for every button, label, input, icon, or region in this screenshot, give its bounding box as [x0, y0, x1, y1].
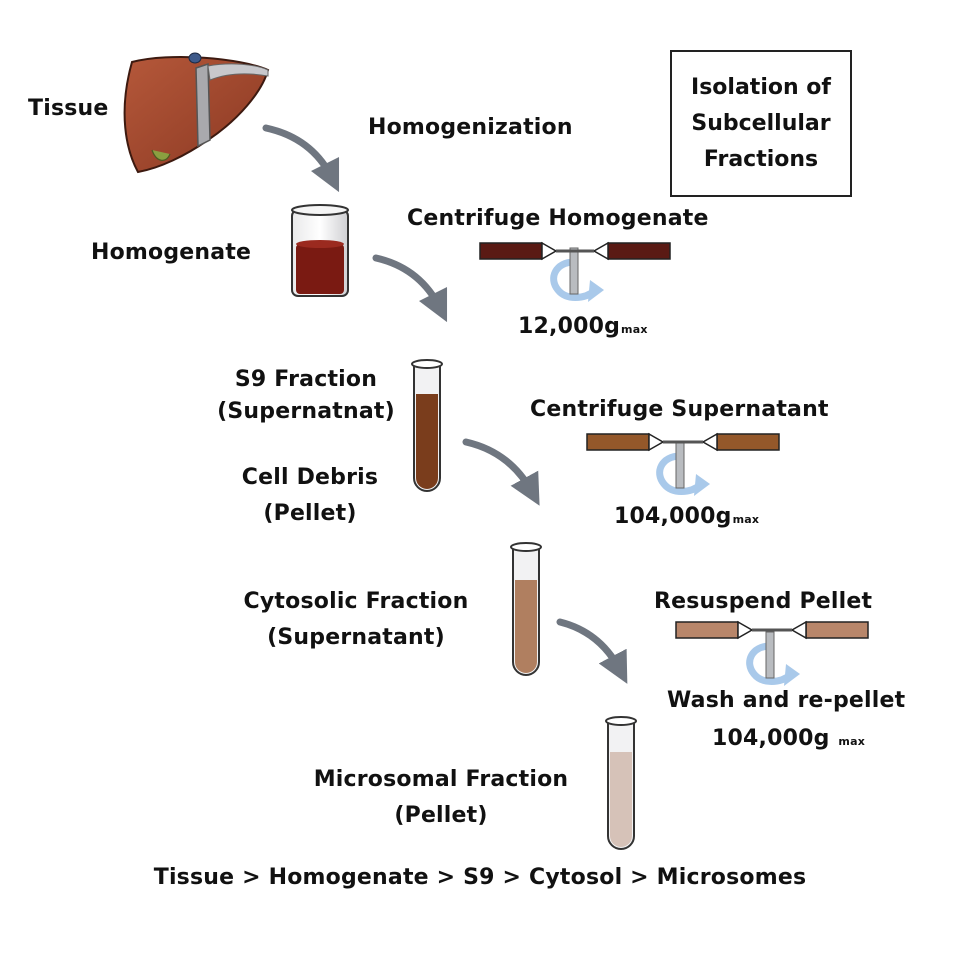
- flow-arrows: [262, 124, 628, 684]
- tissue-label: Tissue: [28, 96, 109, 121]
- cell-debris-line-2: (Pellet): [263, 501, 357, 526]
- homogenate-label: Homogenate: [91, 240, 252, 265]
- test-tube-s9-icon: [411, 359, 443, 492]
- step3-label: Resuspend Pellet: [654, 589, 873, 614]
- cell-debris-line-1: Cell Debris: [241, 465, 379, 490]
- s9-fraction-line-1: S9 Fraction: [234, 367, 378, 392]
- test-tube-microsomes-icon: [605, 716, 637, 850]
- liver-icon: [123, 52, 270, 174]
- test-tube-cytosol-icon: [510, 542, 542, 676]
- step2-speed: 104,000gmax: [614, 506, 759, 528]
- homogenization-label: Homogenization: [368, 115, 573, 140]
- arrow-homogenate-to-s9: [372, 254, 448, 323]
- microsomal-fraction-label: Microsomal Fraction (Pellet): [300, 762, 582, 834]
- cytosolic-fraction-line-2: (Supernatant): [267, 625, 445, 650]
- centrifuge-rotor-3-icon: [675, 620, 869, 686]
- summary-line: Tissue > Homogenate > S9 > Cytosol > Mic…: [153, 865, 807, 890]
- step1-label: Centrifuge Homogenate: [407, 206, 709, 231]
- title-line-3: Fractions: [703, 146, 819, 172]
- cytosolic-fraction-line-1: Cytosolic Fraction: [243, 589, 469, 614]
- title-line-2: Subcellular: [691, 110, 831, 136]
- step2-speed-unit: max: [732, 513, 760, 526]
- s9-fraction-label: S9 Fraction (Supernatnat): [214, 364, 398, 428]
- step3-speed-value: 104,000g: [712, 726, 830, 751]
- cytosolic-fraction-label: Cytosolic Fraction (Supernatant): [236, 584, 476, 656]
- step3-label-2: Wash and re-pellet: [667, 688, 906, 713]
- arrow-tissue-to-homogenate: [262, 124, 340, 193]
- arrow-cytosol-to-microsomes: [556, 618, 628, 684]
- step1-speed: 12,000gmax: [518, 316, 648, 338]
- step1-speed-value: 12,000g: [518, 314, 621, 339]
- step1-speed-unit: max: [621, 323, 648, 336]
- cell-debris-label: Cell Debris (Pellet): [224, 460, 396, 532]
- title-box: Isolation of Subcellular Fractions: [670, 50, 852, 197]
- step3-speed-unit: max: [838, 735, 866, 748]
- s9-fraction-line-2: (Supernatnat): [217, 399, 395, 424]
- centrifuge-rotor-2-icon: [586, 432, 780, 496]
- step2-speed-value: 104,000g: [614, 504, 732, 529]
- step3-speed: 104,000g max: [712, 728, 865, 750]
- step2-label: Centrifuge Supernatant: [530, 397, 829, 422]
- beaker-icon: [291, 204, 349, 297]
- centrifuge-rotor-1-icon: [479, 241, 671, 302]
- microsomal-fraction-line-2: (Pellet): [394, 803, 488, 828]
- arrow-s9-to-cytosol: [462, 438, 540, 506]
- microsomal-fraction-line-1: Microsomal Fraction: [313, 767, 569, 792]
- title-line-1: Isolation of: [691, 74, 831, 100]
